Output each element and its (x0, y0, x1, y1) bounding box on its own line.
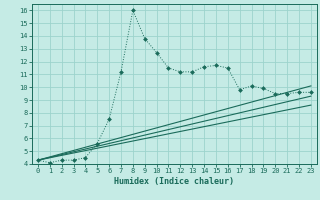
X-axis label: Humidex (Indice chaleur): Humidex (Indice chaleur) (115, 177, 234, 186)
